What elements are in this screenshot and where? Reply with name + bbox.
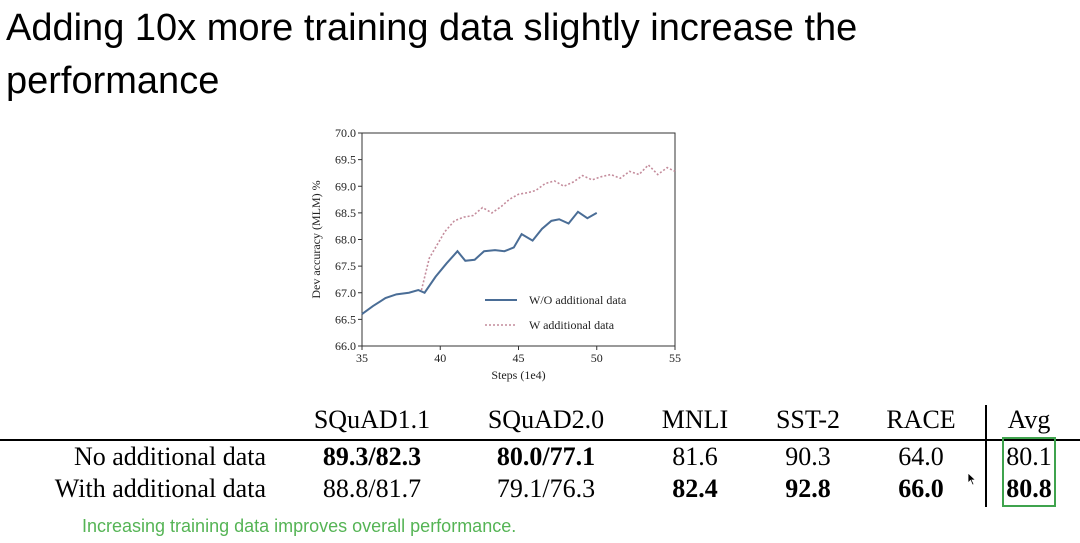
table-cell: 79.1/76.3 bbox=[496, 474, 596, 503]
y-tick-label: 68.5 bbox=[335, 206, 356, 220]
table-cell: 80.1 bbox=[1006, 442, 1052, 471]
table-header-divider bbox=[0, 439, 1080, 441]
series-line-1 bbox=[361, 210, 598, 315]
series-line-2 bbox=[420, 163, 676, 291]
legend-label-2: W additional data bbox=[529, 318, 615, 332]
table-cell: 66.0 bbox=[898, 474, 944, 503]
table-cell: 89.3/82.3 bbox=[322, 442, 422, 471]
column-header-sst2: SST-2 bbox=[775, 405, 841, 434]
y-tick-label: 67.0 bbox=[335, 286, 356, 300]
column-header-avg: Avg bbox=[1007, 405, 1051, 434]
column-header-race: RACE bbox=[886, 405, 956, 434]
y-tick-label: 69.0 bbox=[335, 179, 356, 193]
table-cell: 80.8 bbox=[1006, 474, 1052, 503]
footnote: Increasing training data improves overal… bbox=[82, 516, 517, 536]
table-header-row: SQuAD1.1 SQuAD2.0 MNLI SST-2 RACE Avg bbox=[0, 403, 1080, 437]
table-cell: 82.4 bbox=[672, 474, 718, 503]
row-label: No additional data bbox=[73, 442, 266, 471]
table-row: No additional data 89.3/82.3 80.0/77.1 8… bbox=[0, 440, 1080, 474]
y-tick-label: 66.0 bbox=[335, 339, 356, 353]
slide-title: Adding 10x more training data slightly i… bbox=[6, 7, 858, 102]
y-tick-label: 68.0 bbox=[335, 233, 356, 247]
y-tick-label: 66.5 bbox=[335, 312, 356, 326]
table-avg-divider bbox=[985, 405, 987, 507]
mouse-pointer-icon bbox=[967, 472, 977, 486]
x-axis-label: Steps (1e4) bbox=[491, 368, 545, 382]
column-header-mnli: MNLI bbox=[661, 405, 729, 434]
table-cell: 81.6 bbox=[672, 442, 718, 471]
row-label: With additional data bbox=[54, 474, 266, 503]
table-cell: 88.8/81.7 bbox=[322, 474, 422, 503]
table-row: With additional data 88.8/81.7 79.1/76.3… bbox=[0, 472, 1080, 506]
column-header-squad20: SQuAD2.0 bbox=[487, 405, 605, 434]
x-tick-label: 40 bbox=[434, 351, 446, 365]
x-tick-label: 35 bbox=[356, 351, 368, 365]
table-cell: 92.8 bbox=[785, 474, 831, 503]
accuracy-line-chart: 35 40 45 50 55 66.0 66.5 67.0 67.5 68.0 68.5 69.0 69… bbox=[309, 126, 681, 382]
y-tick-label: 69.5 bbox=[335, 153, 356, 167]
legend-label-1: W/O additional data bbox=[529, 293, 627, 307]
x-tick-label: 45 bbox=[513, 351, 525, 365]
x-tick-label: 55 bbox=[669, 351, 681, 365]
avg-highlight-box bbox=[1002, 437, 1056, 507]
table-cell: 90.3 bbox=[785, 442, 831, 471]
y-tick-label: 70.0 bbox=[335, 126, 356, 140]
table-cell: 64.0 bbox=[898, 442, 944, 471]
column-header-squad11: SQuAD1.1 bbox=[313, 405, 431, 434]
y-axis-label: Dev accuracy (MLM) % bbox=[309, 180, 323, 298]
y-tick-label: 67.5 bbox=[335, 259, 356, 273]
x-tick-label: 50 bbox=[591, 351, 603, 365]
table-cell: 80.0/77.1 bbox=[496, 442, 596, 471]
